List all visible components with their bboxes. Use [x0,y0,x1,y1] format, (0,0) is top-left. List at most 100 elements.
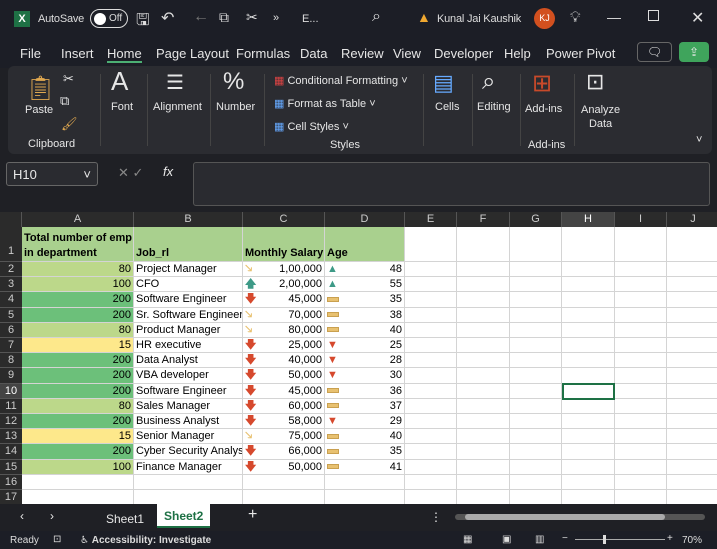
row-header-8[interactable]: 8 [0,353,22,369]
salary-cell[interactable]: 🡖 80,000 [243,322,325,338]
cell[interactable] [510,444,562,460]
tab-view[interactable]: View [393,46,421,61]
emp-count-cell[interactable]: 80 [22,262,134,278]
cell[interactable] [134,490,243,504]
percent-icon[interactable]: % [223,68,245,95]
tab-options-icon[interactable]: ⋮ [430,510,442,524]
column-header-g[interactable]: G [510,212,562,227]
emp-count-cell[interactable]: 200 [22,414,134,430]
normal-view-icon[interactable]: ▦ [463,534,473,545]
cell[interactable] [457,262,510,278]
alignment-icon[interactable]: ☰ [166,72,184,94]
age-cell[interactable]: 40 [325,429,405,445]
emp-count-cell[interactable]: 200 [22,368,134,384]
row-header-6[interactable]: 6 [0,322,22,338]
copy-icon[interactable]: ⧉ [60,93,70,108]
cell[interactable] [562,307,615,323]
cut-icon[interactable]: ✂ [63,71,74,86]
cell[interactable] [615,277,667,293]
job-cell[interactable]: Sr. Software Engineer [134,307,243,323]
job-cell[interactable]: Software Engineer [134,292,243,308]
cell[interactable] [405,459,457,475]
macro-icon[interactable]: ⊡ [53,534,62,545]
cell[interactable] [667,368,717,384]
cell[interactable] [510,429,562,445]
prev-sheet-icon[interactable]: ‹ [20,509,24,523]
cell[interactable] [615,227,667,262]
job-cell[interactable]: Project Manager [134,262,243,278]
cell[interactable] [667,460,717,475]
job-cell[interactable]: VBA developer [134,368,243,384]
column-header-i[interactable]: I [615,212,667,227]
cell[interactable] [405,353,457,369]
comments-button[interactable]: 🗨︎ [637,42,672,62]
header-cell-a1[interactable]: Total number of emp in department [22,227,134,262]
salary-cell[interactable]: 🡖 70,000 [243,307,325,323]
minimize-icon[interactable]: — [607,9,621,25]
age-cell[interactable]: ▼ 30 [325,368,405,384]
zoom-level[interactable]: 70% [682,535,703,546]
cell[interactable] [615,459,667,475]
cell[interactable] [22,490,134,504]
cell[interactable] [562,262,615,278]
analyze-data-button[interactable]: Analyze Data [581,104,621,130]
salary-cell[interactable]: 🡇 40,000 [243,353,325,369]
cell[interactable] [243,490,325,504]
job-cell[interactable]: Business Analyst [134,414,243,430]
spreadsheet-grid[interactable]: A B C D E F G H I J 1 2 3 4 5 6 7 8 9 10 11 12 13 14 15 16 17 Total… [0,212,717,504]
column-header-b[interactable]: B [134,212,243,227]
emp-count-cell[interactable]: 100 [22,277,134,293]
cell[interactable] [510,459,562,475]
job-cell[interactable]: Product Manager [134,322,243,338]
salary-cell[interactable]: 🡇 58,000 [243,414,325,430]
cell[interactable] [457,459,510,475]
page-break-view-icon[interactable]: ▥ [535,534,545,545]
tab-review[interactable]: Review [341,46,384,61]
emp-count-cell[interactable]: 80 [22,322,134,338]
cell[interactable] [562,227,615,262]
emp-count-cell[interactable]: 200 [22,353,134,369]
age-cell[interactable]: 35 [325,444,405,460]
cell[interactable] [615,383,667,399]
cell[interactable] [615,444,667,460]
cell[interactable] [615,262,667,278]
age-cell[interactable]: ▼ 29 [325,414,405,430]
cell[interactable] [562,338,615,354]
cell[interactable] [510,292,562,308]
job-cell[interactable]: Cyber Security Analyst [134,444,243,460]
cell[interactable] [562,444,615,460]
cell[interactable] [562,398,615,414]
header-cell-d[interactable]: Age [325,227,405,262]
close-icon[interactable]: ✕ [691,10,705,27]
salary-cell[interactable]: 🡖 75,000 [243,429,325,445]
row-header-4[interactable]: 4 [0,292,22,308]
row-header-13[interactable]: 13 [0,429,22,445]
salary-cell[interactable]: 🡇 50,000 [243,368,325,384]
cell[interactable] [457,414,510,430]
cell[interactable] [510,474,562,490]
tab-sheet2[interactable]: Sheet2 [157,504,211,528]
row-header-14[interactable]: 14 [0,444,22,460]
column-header-h[interactable]: H [562,212,615,227]
cell[interactable] [615,307,667,323]
cell[interactable] [615,398,667,414]
cell[interactable] [510,262,562,278]
cell[interactable] [457,322,510,338]
cell[interactable] [325,490,405,504]
tab-home[interactable]: Home [107,46,142,63]
search-icon[interactable]: ⌕ [372,8,381,25]
cell[interactable] [405,262,457,278]
cell[interactable] [457,429,510,445]
column-header-a[interactable]: A [22,212,134,227]
next-sheet-icon[interactable]: › [50,509,54,523]
job-cell[interactable]: Software Engineer [134,383,243,399]
salary-cell[interactable]: 🡇 50,000 [243,459,325,475]
age-cell[interactable]: 40 [325,322,405,338]
share-button[interactable]: ⇪ [679,42,709,62]
cell[interactable] [405,227,457,262]
cell[interactable] [562,322,615,338]
cell[interactable] [615,414,667,430]
age-cell[interactable]: ▲ 48 [325,262,405,278]
paste-icon[interactable]: 📋︎ [25,75,56,102]
cell[interactable] [615,338,667,354]
